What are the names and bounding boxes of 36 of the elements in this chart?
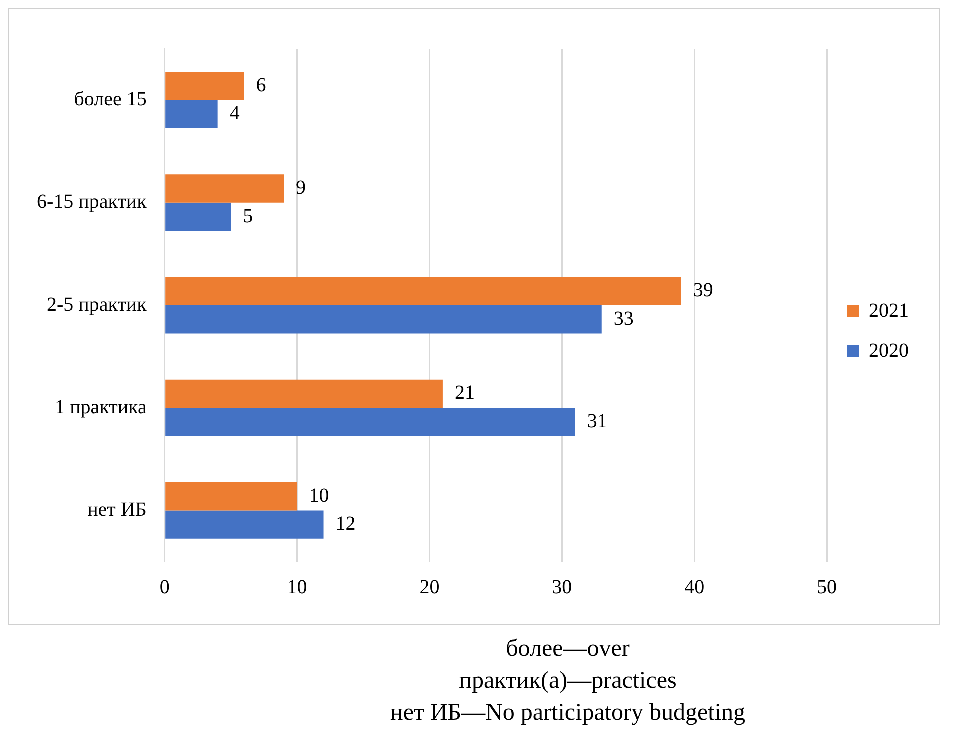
data-label: 5	[243, 205, 254, 228]
y-tick-label: 6-15 практик	[36, 191, 148, 214]
data-label: 9	[296, 177, 306, 200]
bar	[166, 174, 284, 203]
text: нет ИБ—No participatory budgeting	[389, 699, 747, 728]
x-tick-label: 0	[160, 576, 170, 598]
x-tick-label: 30	[552, 576, 572, 598]
bar	[166, 72, 244, 100]
data-label: 21	[454, 382, 475, 404]
text: более—over	[505, 635, 631, 664]
data-label: 12	[336, 513, 356, 536]
data-label: 39	[693, 280, 714, 302]
bar	[166, 408, 576, 436]
data-label: 31	[587, 410, 608, 432]
y-tick-label: 1 практика	[55, 396, 147, 418]
data-label: 6	[256, 74, 266, 96]
bar	[166, 277, 682, 306]
data-label: 33	[614, 308, 634, 330]
bar	[166, 306, 602, 334]
x-tick-label: 40	[684, 576, 705, 598]
data-label: 4	[230, 102, 240, 125]
bar	[166, 380, 443, 408]
y-tick-label: нет ИБ	[88, 498, 147, 521]
bar	[166, 482, 298, 511]
legend-label: 2021	[869, 300, 909, 322]
text: практик(а)—practices	[458, 667, 678, 696]
x-tick-label: 20	[420, 576, 440, 598]
legend-label: 2020	[869, 340, 909, 362]
x-tick-label: 10	[287, 576, 308, 598]
bar	[166, 510, 324, 539]
y-tick-label: 2-5 практик	[46, 294, 148, 316]
data-label: 10	[309, 484, 330, 507]
x-tick-label: 50	[817, 576, 837, 598]
bar	[166, 202, 232, 232]
y-tick-label: более 15	[74, 88, 147, 111]
bar	[166, 100, 218, 129]
